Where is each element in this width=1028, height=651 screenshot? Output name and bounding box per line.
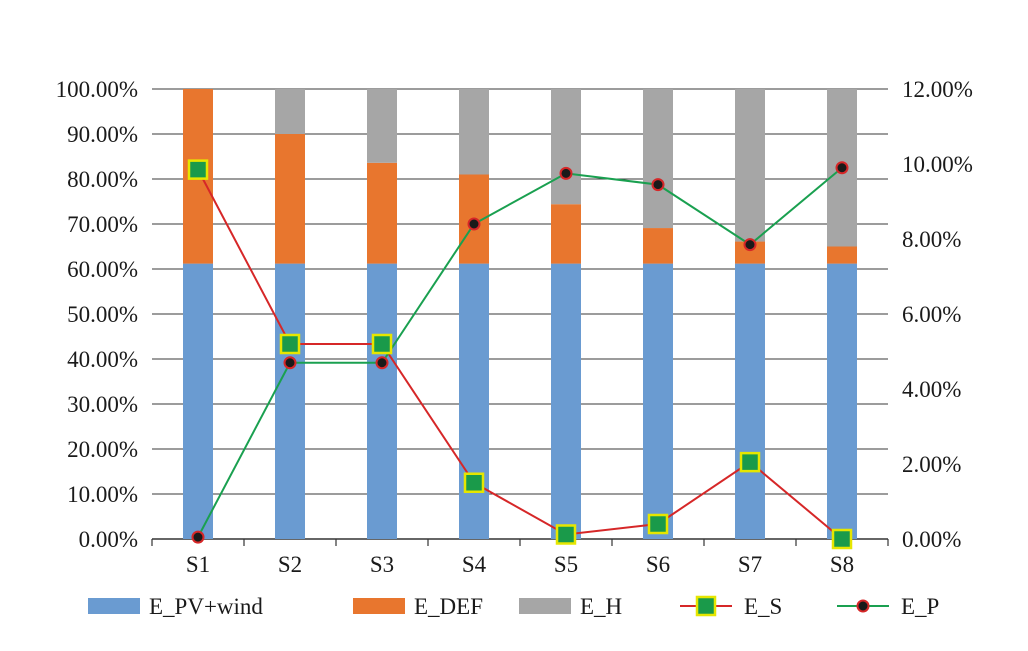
y-tick-label: 100.00% <box>56 77 138 102</box>
left-axis-tick-labels: 0.00% 10.00% 20.00% 30.00% 40.00% 50.00% 60.00… <box>56 77 138 552</box>
point-e-p <box>743 238 757 252</box>
bar-e-h <box>275 89 305 134</box>
point-e-s <box>647 513 669 535</box>
point-e-p <box>559 166 573 180</box>
point-e-s <box>463 472 485 493</box>
x-tick-label: S7 <box>738 552 762 577</box>
legend-label: E_P <box>901 594 939 619</box>
bar-e-h <box>643 89 673 229</box>
point-e-s <box>279 333 301 355</box>
y-tick-label: 20.00% <box>67 437 138 462</box>
bar-e-def <box>735 241 765 264</box>
line-e-s <box>197 169 843 540</box>
bar-e-pv-wind <box>643 263 673 539</box>
gridlines <box>151 88 889 546</box>
bars <box>183 89 857 539</box>
line-markers <box>187 159 853 550</box>
point-e-s <box>831 528 853 550</box>
y-tick-label: 40.00% <box>67 347 138 372</box>
right-axis-tick-labels: 0.00% 2.00% 4.00% 6.00% 8.00% 10.00% 12.00% <box>902 77 973 552</box>
point-e-p <box>283 356 297 370</box>
bar-e-pv-wind <box>827 263 857 539</box>
y2-tick-label: 10.00% <box>902 152 973 177</box>
point-e-s <box>739 451 761 473</box>
y2-tick-label: 4.00% <box>902 377 961 402</box>
point-e-s <box>371 333 393 355</box>
x-tick-label: S5 <box>554 552 578 577</box>
point-e-s <box>187 159 209 180</box>
legend-label: E_S <box>744 594 782 619</box>
bar-e-h <box>367 89 397 163</box>
x-tick-label: S8 <box>830 552 854 577</box>
legend-swatch <box>519 598 571 614</box>
point-e-p <box>651 178 665 192</box>
bar-e-h <box>551 89 581 205</box>
x-tick-label: S2 <box>278 552 302 577</box>
y-tick-label: 50.00% <box>67 302 138 327</box>
legend-marker <box>695 595 717 617</box>
bar-e-def <box>275 134 305 264</box>
line-series <box>197 166 843 540</box>
point-e-p <box>467 217 481 231</box>
bar-e-pv-wind <box>459 263 489 539</box>
y2-tick-label: 12.00% <box>902 77 973 102</box>
point-e-s <box>555 524 577 545</box>
legend-marker <box>856 599 870 613</box>
y-tick-label: 30.00% <box>67 392 138 417</box>
y2-tick-label: 0.00% <box>902 527 961 552</box>
y-tick-label: 10.00% <box>67 482 138 507</box>
y-tick-label: 0.00% <box>79 527 138 552</box>
y-tick-label: 80.00% <box>67 167 138 192</box>
legend-swatch <box>88 598 140 614</box>
bar-e-def <box>827 246 857 264</box>
point-e-p <box>835 161 849 175</box>
point-e-p <box>191 530 205 544</box>
y2-tick-label: 8.00% <box>902 227 961 252</box>
x-tick-label: S3 <box>370 552 394 577</box>
bar-e-pv-wind <box>551 263 581 539</box>
point-e-p <box>375 356 389 370</box>
legend-swatch <box>353 598 405 614</box>
x-tick-label: S1 <box>186 552 210 577</box>
x-tick-label: S6 <box>646 552 670 577</box>
y2-tick-label: 6.00% <box>902 302 961 327</box>
y-tick-label: 90.00% <box>67 122 138 147</box>
legend-label: E_DEF <box>414 594 483 619</box>
bar-e-h <box>735 89 765 242</box>
x-axis-tick-labels: S1 S2 S3 S4 S5 S6 S7 S8 <box>186 552 854 577</box>
line-e-p <box>197 166 843 538</box>
x-tick-label: S4 <box>462 552 487 577</box>
legend-label: E_PV+wind <box>149 594 263 619</box>
bar-e-def <box>367 162 397 264</box>
bar-e-pv-wind <box>735 263 765 539</box>
bar-e-pv-wind <box>183 263 213 539</box>
bar-e-h <box>459 89 489 175</box>
legend: E_PV+wind E_DEF E_H E_S E_P <box>88 594 939 619</box>
bar-e-def <box>551 204 581 264</box>
bar-e-pv-wind <box>367 263 397 539</box>
y-tick-label: 60.00% <box>67 257 138 282</box>
bar-e-pv-wind <box>275 263 305 539</box>
y-tick-label: 70.00% <box>67 212 138 237</box>
legend-label: E_H <box>580 594 622 619</box>
bar-e-def <box>643 228 673 264</box>
y2-tick-label: 2.00% <box>902 452 961 477</box>
